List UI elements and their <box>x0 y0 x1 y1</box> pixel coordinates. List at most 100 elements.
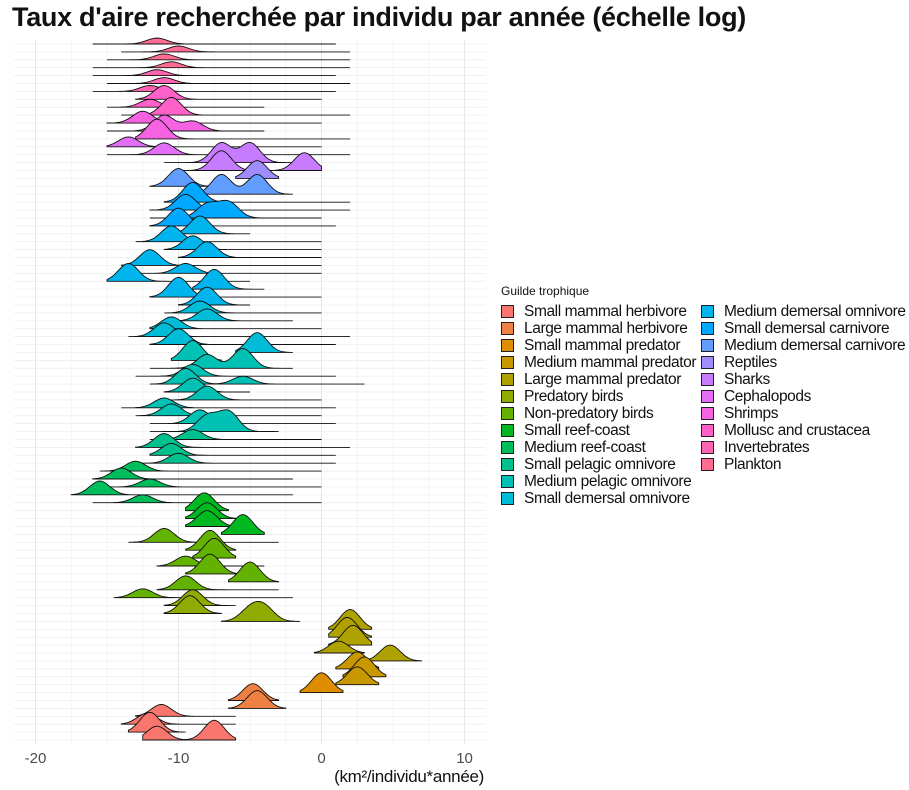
density-ridge <box>92 69 336 77</box>
density-ridge <box>235 332 293 353</box>
density-ridge <box>164 385 322 401</box>
density-ridge <box>163 595 222 614</box>
density-ridge <box>185 492 229 512</box>
legend-key <box>501 424 514 437</box>
legend-item: Reptiles <box>701 354 906 371</box>
density-ridges <box>70 37 423 741</box>
legend-item: Medium reef-coast <box>501 439 701 456</box>
legend-key <box>701 441 714 454</box>
density-ridge <box>228 690 287 709</box>
x-tick-label: 0 <box>317 750 325 767</box>
density-ridge <box>185 553 244 575</box>
legend-key <box>501 373 514 386</box>
density-ridge <box>142 719 237 741</box>
legend-item: Shrimps <box>701 405 906 422</box>
legend-title: Guilde trophique <box>501 284 590 298</box>
legend-item: Small demersal omnivore <box>501 490 701 507</box>
legend-key <box>501 390 514 403</box>
legend-label: Small mammal herbivore <box>524 302 687 320</box>
legend-label: Shrimps <box>724 404 779 422</box>
density-ridge <box>149 207 336 227</box>
density-ridge <box>313 640 365 654</box>
density-ridge <box>135 452 336 464</box>
legend-key <box>501 407 514 420</box>
density-ridge <box>220 600 301 622</box>
legend-label: Plankton <box>724 455 782 473</box>
density-ridge <box>135 225 322 243</box>
legend-item: Small pelagic omnivore <box>501 456 701 473</box>
density-ridge <box>299 672 344 694</box>
legend-key <box>501 475 514 488</box>
density-ridge <box>107 114 265 132</box>
legend-key <box>501 322 514 335</box>
legend-item: Plankton <box>701 456 906 473</box>
density-ridge <box>107 98 265 108</box>
density-ridge <box>335 666 380 686</box>
legend-key <box>701 424 714 437</box>
chart-title: Taux d'aire recherchée par individu par … <box>12 2 746 32</box>
legend-label: Non-predatory birds <box>524 404 654 422</box>
density-ridge <box>228 561 280 583</box>
legend-label: Medium demersal omnivore <box>724 302 906 320</box>
legend-label: Medium pelagic omnivore <box>524 472 692 490</box>
legend-item: Small mammal herbivore <box>501 303 701 320</box>
x-axis-ticks: -20 -10 0 10 <box>25 750 473 767</box>
legend-label: Cephalopods <box>724 387 811 405</box>
legend-key <box>701 322 714 335</box>
density-ridge <box>135 118 351 140</box>
legend-label: Large mammal predator <box>524 370 682 388</box>
density-ridge <box>107 478 322 488</box>
density-ridge <box>92 467 293 480</box>
legend-key <box>701 458 714 471</box>
legend-label: Small pelagic omnivore <box>524 455 676 473</box>
legend-key <box>701 407 714 420</box>
legend-label: Medium reef-coast <box>524 438 646 456</box>
legend-item: Small mammal predator <box>501 337 701 354</box>
legend-key <box>501 339 514 352</box>
legend-key <box>501 458 514 471</box>
legend-label: Large mammal herbivore <box>524 319 688 337</box>
density-ridge <box>164 142 308 164</box>
legend-label: Mollusc and crustacea <box>724 421 870 439</box>
density-ridge <box>121 45 351 53</box>
legend: Guilde trophique Small mammal herbivore L… <box>501 284 906 507</box>
density-ridge <box>92 85 336 92</box>
density-ridge <box>128 322 351 338</box>
legend-item: Large mammal herbivore <box>501 320 701 337</box>
density-ridge <box>149 367 365 385</box>
density-ridge <box>92 61 351 69</box>
legend-key <box>701 305 714 318</box>
density-ridge <box>178 286 250 306</box>
legend-key <box>501 305 514 318</box>
x-tick-label: -10 <box>168 750 190 767</box>
density-ridge <box>192 537 237 559</box>
legend-key <box>501 441 514 454</box>
density-ridge <box>107 53 351 61</box>
legend-item: Medium demersal omnivore <box>701 303 906 320</box>
legend-item: Medium demersal carnivore <box>701 337 906 354</box>
legend-item: Invertebrates <box>701 439 906 456</box>
legend-key <box>701 339 714 352</box>
density-ridge <box>70 480 293 496</box>
density-ridge <box>149 442 336 456</box>
density-ridge <box>135 433 351 448</box>
legend-key <box>701 373 714 386</box>
density-ridge <box>121 97 351 116</box>
legend-item: Medium mammal predator <box>501 354 701 371</box>
density-ridge <box>135 263 322 274</box>
legend-item: Mollusc and crustacea <box>701 422 906 439</box>
density-ridge <box>220 514 265 535</box>
density-ridge <box>149 193 351 211</box>
density-ridge <box>149 276 322 298</box>
density-ridge <box>149 429 322 440</box>
legend-column-1: Small mammal herbivore Large mammal herbi… <box>501 303 701 507</box>
legend-label: Invertebrates <box>724 438 810 456</box>
legend-label: Medium mammal predator <box>524 353 697 371</box>
density-ridge <box>328 624 373 646</box>
legend-item: Medium pelagic omnivore <box>501 473 701 490</box>
density-ridge <box>135 704 236 717</box>
density-ridge <box>149 409 279 433</box>
density-ridge <box>149 348 293 369</box>
legend-label: Medium demersal carnivore <box>724 336 906 354</box>
